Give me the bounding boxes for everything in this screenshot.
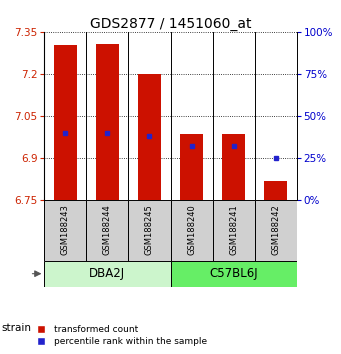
Bar (44, 261, 170, 287)
Text: GSM188243: GSM188243 (61, 204, 70, 255)
Text: strain: strain (2, 323, 32, 333)
Bar (44, 200, 86, 261)
Bar (170, 200, 212, 261)
Text: GSM188241: GSM188241 (229, 204, 238, 255)
Title: GDS2877 / 1451060_at: GDS2877 / 1451060_at (90, 17, 251, 31)
Bar (170, 261, 297, 287)
Bar (138, 74, 161, 200)
Bar (54, 45, 77, 200)
Text: DBA2J: DBA2J (89, 267, 125, 280)
Text: GSM188242: GSM188242 (271, 204, 280, 255)
Text: GSM188244: GSM188244 (103, 204, 112, 255)
Bar (86, 200, 129, 261)
Legend: transformed count, percentile rank within the sample: transformed count, percentile rank withi… (28, 321, 210, 349)
Bar (96, 44, 119, 200)
Text: C57BL6J: C57BL6J (209, 267, 258, 280)
Bar (129, 200, 170, 261)
Bar (212, 200, 255, 261)
Text: GSM188240: GSM188240 (187, 204, 196, 255)
Text: GSM188245: GSM188245 (145, 204, 154, 255)
Bar (255, 200, 297, 261)
Bar (264, 181, 287, 200)
Bar (222, 135, 245, 200)
Bar (180, 135, 203, 200)
